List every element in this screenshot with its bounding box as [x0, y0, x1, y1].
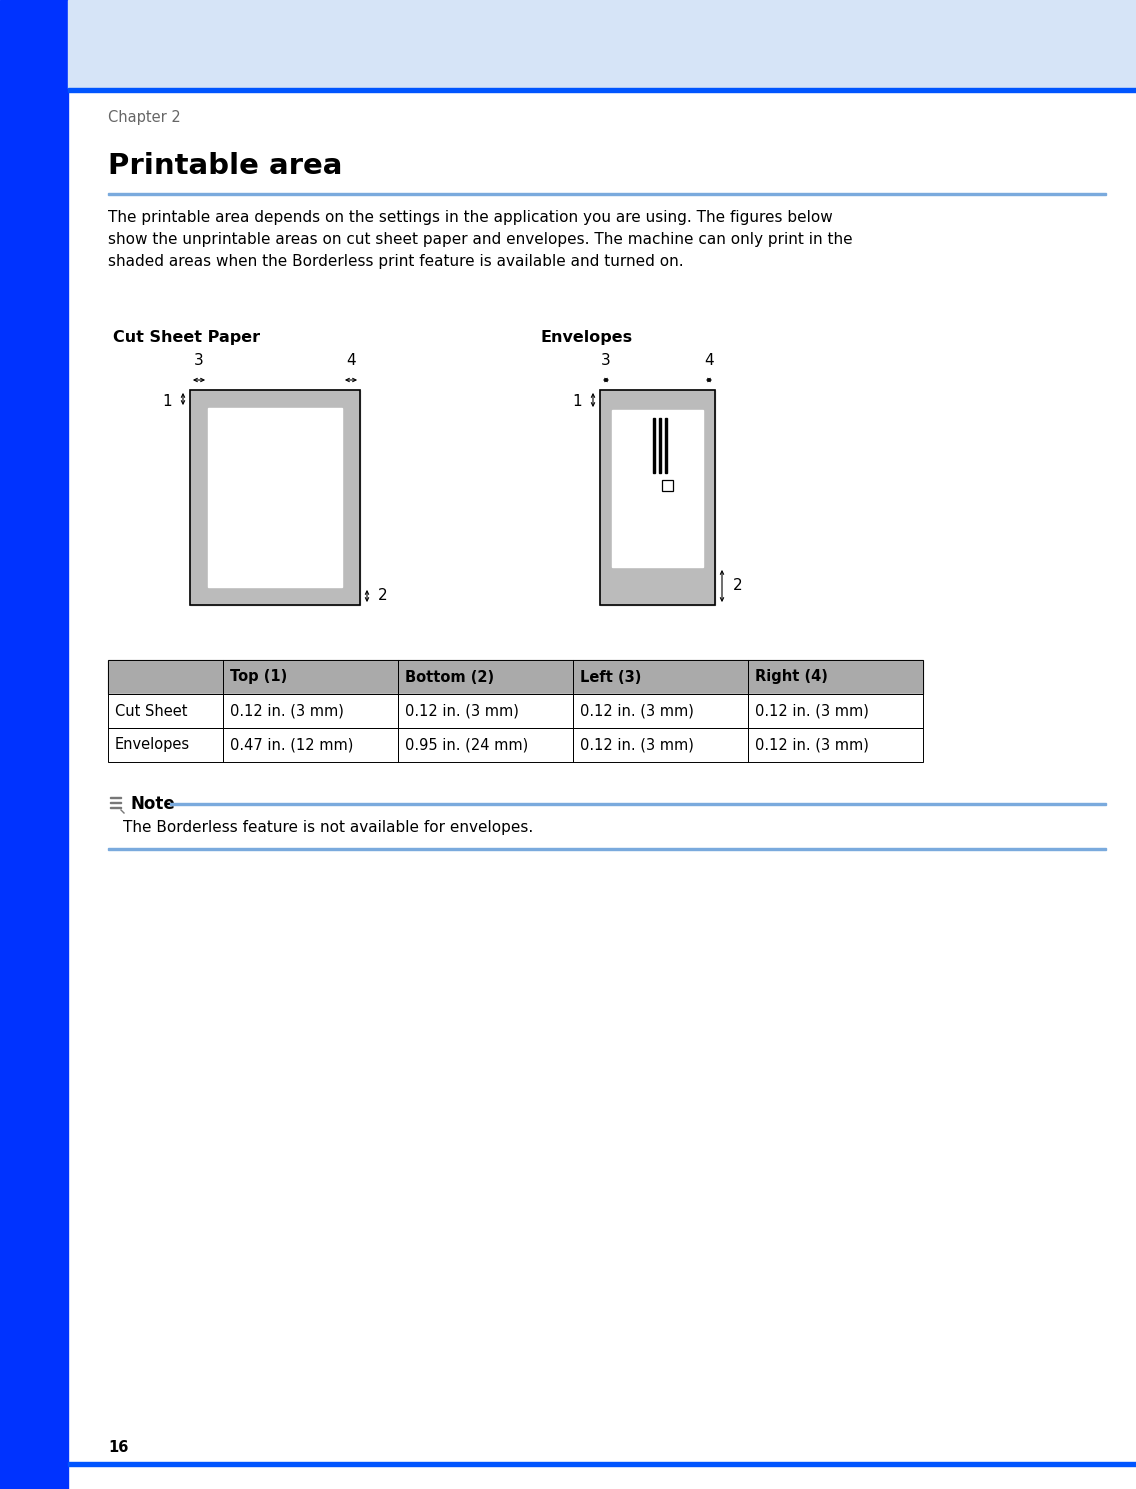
Text: 0.12 in. (3 mm): 0.12 in. (3 mm) [406, 703, 519, 719]
Bar [108, 660, 223, 694]
Text: Right (4): Right (4) [755, 670, 828, 685]
Bar [108, 794, 124, 813]
Text: The printable area depends on the settings in the application you are using. The: The printable area depends on the settin… [108, 210, 833, 225]
Bar [398, 728, 573, 762]
Bar [108, 849, 1106, 850]
Bar [398, 694, 573, 728]
Bar [398, 728, 573, 762]
Text: 2: 2 [378, 588, 387, 603]
Bar [747, 660, 922, 694]
Bar [600, 390, 715, 605]
Text: 0.12 in. (3 mm): 0.12 in. (3 mm) [580, 703, 694, 719]
Bar [223, 728, 398, 762]
Text: Envelopes: Envelopes [115, 737, 190, 752]
Text: Top (1): Top (1) [229, 670, 287, 685]
Text: 0.47 in. (12 mm): 0.47 in. (12 mm) [229, 737, 353, 752]
Text: 3: 3 [194, 353, 203, 368]
Bar [398, 660, 573, 694]
Text: show the unprintable areas on cut sheet paper and envelopes. The machine can onl: show the unprintable areas on cut sheet … [108, 232, 853, 247]
Text: Printable area: Printable area [108, 152, 342, 180]
Text: Envelopes: Envelopes [540, 331, 632, 345]
Text: 0.12 in. (3 mm): 0.12 in. (3 mm) [229, 703, 344, 719]
Text: 1: 1 [573, 395, 582, 409]
Bar [573, 660, 747, 694]
Text: Chapter 2: Chapter 2 [108, 110, 181, 125]
Text: Note: Note [130, 795, 175, 813]
Bar [0, 0, 68, 1489]
Bar [223, 660, 398, 694]
Text: 2: 2 [733, 579, 743, 594]
Bar [573, 728, 747, 762]
Text: Left (3): Left (3) [580, 670, 642, 685]
Bar [108, 694, 223, 728]
Text: shaded areas when the Borderless print feature is available and turned on.: shaded areas when the Borderless print f… [108, 255, 684, 270]
Text: 4: 4 [346, 353, 356, 368]
Text: 3: 3 [601, 353, 611, 368]
Bar [747, 694, 922, 728]
Bar [170, 803, 1106, 804]
Bar [398, 660, 573, 694]
Bar [612, 409, 703, 567]
Bar [108, 660, 223, 694]
Bar [665, 418, 667, 474]
Bar [108, 728, 223, 762]
Text: 1: 1 [162, 393, 172, 408]
Bar [223, 728, 398, 762]
Bar [662, 479, 673, 491]
Text: 16: 16 [108, 1440, 128, 1455]
Text: Cut Sheet Paper: Cut Sheet Paper [112, 331, 260, 345]
Bar [600, 390, 715, 605]
Bar [573, 694, 747, 728]
Bar [747, 694, 922, 728]
Bar [108, 728, 223, 762]
Bar [223, 660, 398, 694]
Text: Bottom (2): Bottom (2) [406, 670, 494, 685]
Text: Cut Sheet: Cut Sheet [115, 703, 187, 719]
Bar [208, 408, 342, 587]
Bar [659, 418, 661, 474]
Text: 0.12 in. (3 mm): 0.12 in. (3 mm) [580, 737, 694, 752]
Bar [573, 660, 747, 694]
Bar [653, 418, 654, 474]
Bar [190, 390, 360, 605]
Text: The Borderless feature is not available for envelopes.: The Borderless feature is not available … [123, 820, 533, 835]
Bar [223, 694, 398, 728]
Text: 0.95 in. (24 mm): 0.95 in. (24 mm) [406, 737, 528, 752]
Text: 0.12 in. (3 mm): 0.12 in. (3 mm) [755, 703, 869, 719]
Bar [223, 694, 398, 728]
Bar [68, 1462, 1136, 1467]
Bar [573, 694, 747, 728]
Bar [747, 728, 922, 762]
Bar [190, 390, 360, 605]
Bar [108, 694, 223, 728]
Bar [747, 728, 922, 762]
Bar [68, 0, 1136, 88]
Bar [398, 694, 573, 728]
Bar [108, 194, 1106, 195]
Text: 4: 4 [704, 353, 713, 368]
Bar [747, 660, 922, 694]
Text: 0.12 in. (3 mm): 0.12 in. (3 mm) [755, 737, 869, 752]
Bar [573, 728, 747, 762]
Bar [68, 88, 1136, 92]
